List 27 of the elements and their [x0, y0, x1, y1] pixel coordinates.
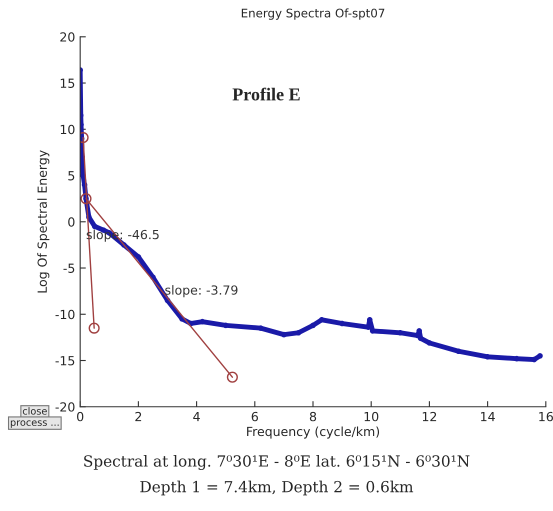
- y-tick-label: 0: [68, 217, 74, 227]
- text: Depth 1 = 7.4km, Depth 2 = 0.6km: [140, 480, 414, 496]
- text: close: [22, 407, 47, 415]
- y-axis-title: Log Of Spectral Energy: [37, 150, 50, 292]
- x-axis-title: Frequency (cycle/km): [247, 426, 380, 439]
- y-tick-label: 20: [60, 32, 74, 42]
- text: Spectral at long. 7⁰30¹E - 8⁰E lat. 6⁰15¹N - 6⁰30¹N: [84, 454, 470, 470]
- x-tick-label: 12: [422, 412, 436, 422]
- text: process ...: [10, 420, 59, 428]
- y-tick-label: 10: [60, 124, 74, 134]
- x-tick-label: 8: [310, 412, 316, 422]
- y-tick-label: 15: [60, 78, 74, 88]
- x-tick-label: 14: [481, 412, 495, 422]
- x-tick-label: 4: [193, 412, 200, 422]
- annotation: slope: -3.79: [165, 285, 238, 298]
- annotation: Profile E: [232, 88, 300, 101]
- x-tick-label: 0: [77, 412, 84, 422]
- x-tick-label: 16: [539, 412, 553, 422]
- x-tick-label: 10: [364, 412, 378, 422]
- chart-title: Energy Spectra Of-spt07: [242, 8, 384, 20]
- y-tick-label: -15: [56, 356, 74, 366]
- x-tick-label: 2: [135, 412, 142, 422]
- x-tick-label: 6: [252, 412, 258, 422]
- y-tick-label: -20: [56, 402, 74, 412]
- y-tick-label: -10: [56, 310, 74, 320]
- y-tick-label: 5: [68, 171, 74, 180]
- y-tick-label: -5: [63, 264, 74, 273]
